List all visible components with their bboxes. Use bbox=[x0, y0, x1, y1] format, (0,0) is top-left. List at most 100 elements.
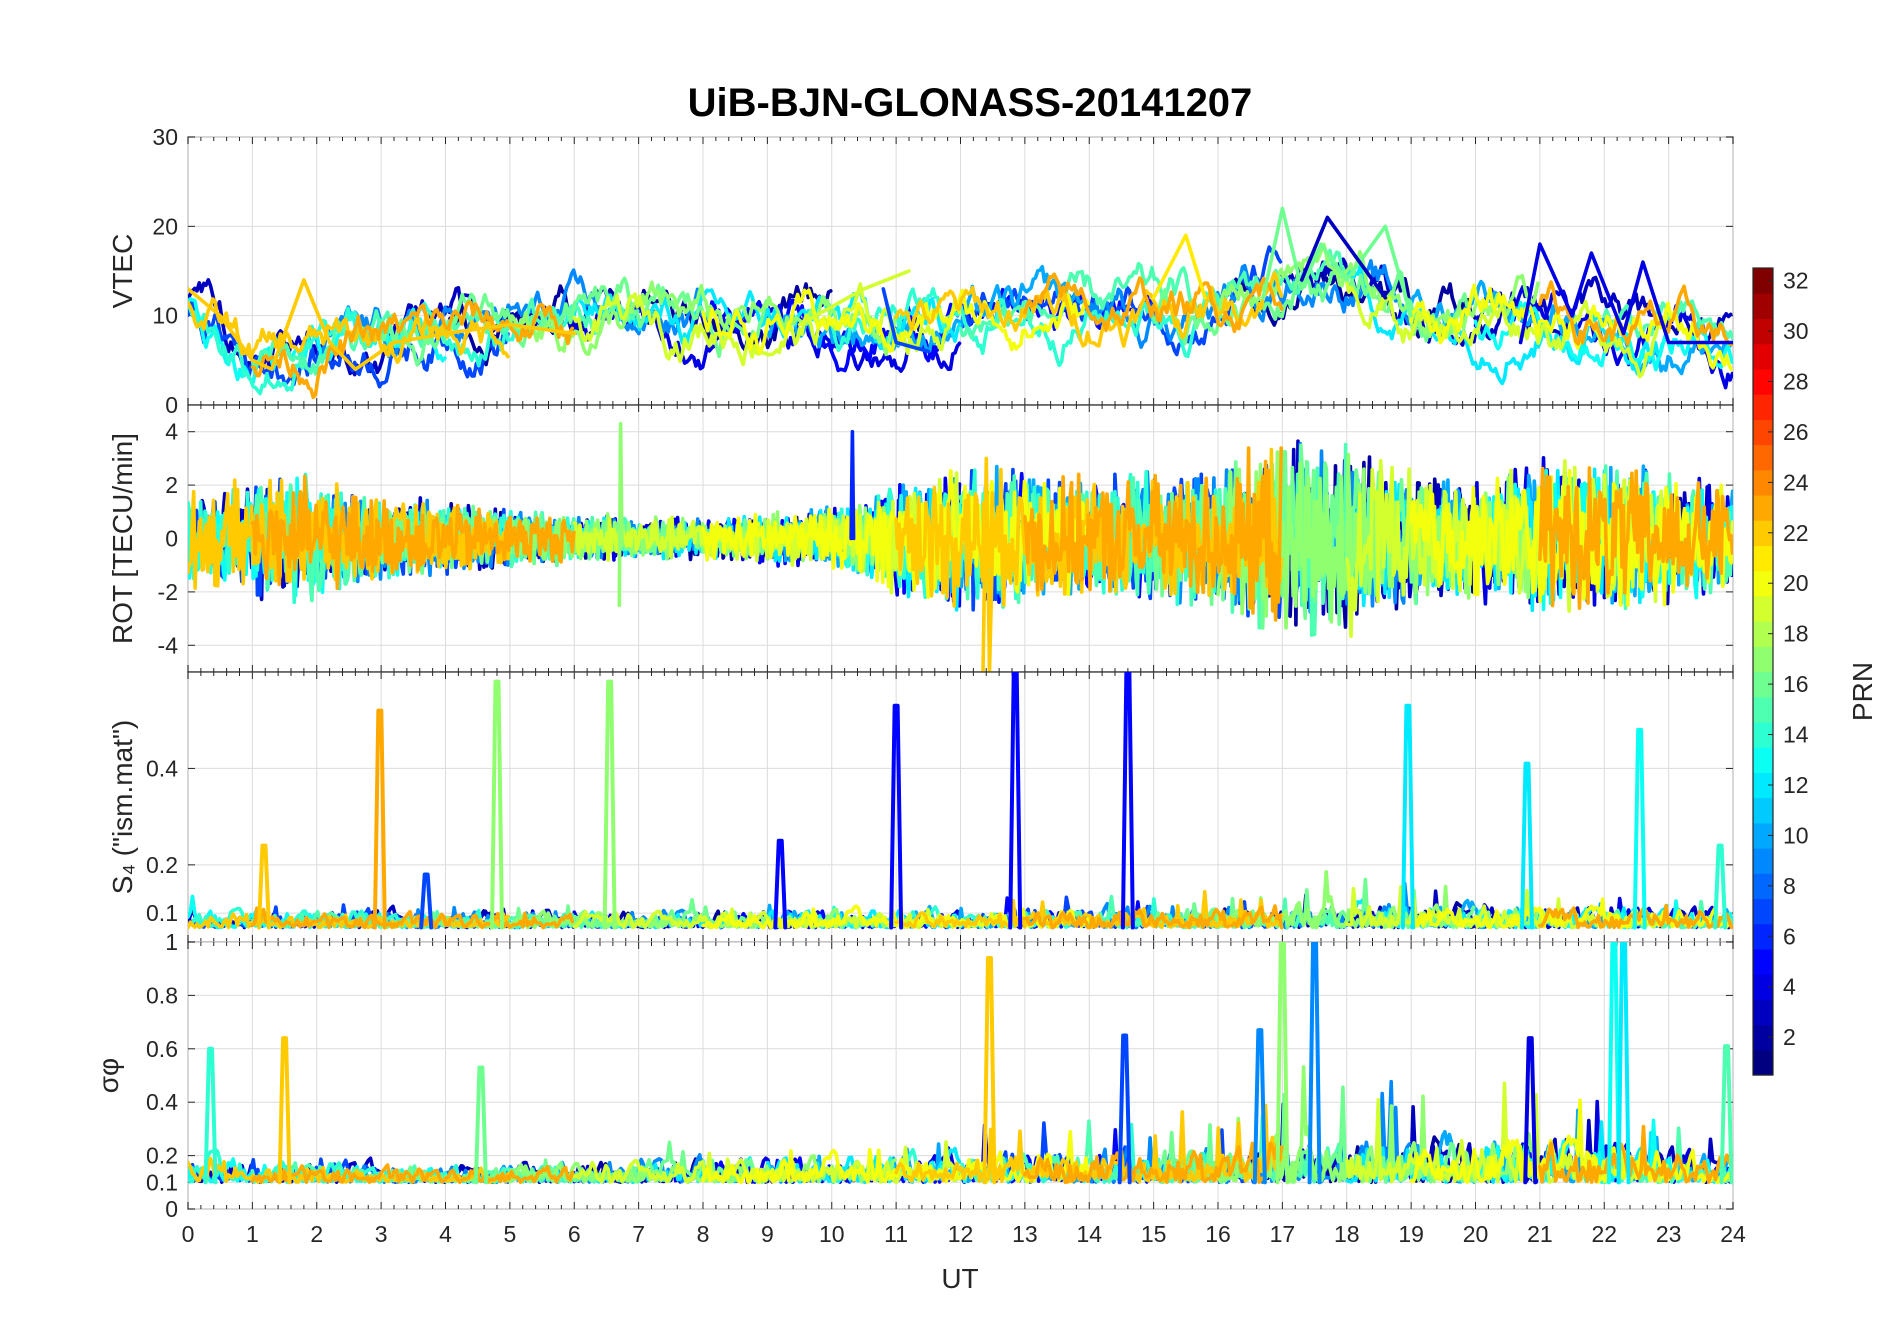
colorbar-band bbox=[1753, 999, 1773, 1026]
spike-prn-17 bbox=[490, 679, 504, 930]
colorbar-tick-label: 10 bbox=[1783, 822, 1809, 848]
series-prn-23 bbox=[1538, 1124, 1733, 1184]
xtick-label: 0 bbox=[182, 1221, 195, 1247]
colorbar-tick-label: 4 bbox=[1783, 974, 1796, 1000]
colorbar-tick-label: 30 bbox=[1783, 318, 1809, 344]
series-prn-15 bbox=[1602, 299, 1733, 341]
highlight-prn-19 bbox=[797, 269, 911, 327]
colorbar-band bbox=[1753, 1024, 1773, 1051]
xtick-label: 3 bbox=[375, 1221, 388, 1247]
spike-prn-14 bbox=[1713, 843, 1728, 930]
xtick-label: 17 bbox=[1270, 1221, 1296, 1247]
series-prn-19 bbox=[1345, 1081, 1669, 1184]
highlight-prn-21 bbox=[1151, 233, 1207, 300]
colorbar-tick-label: 24 bbox=[1783, 469, 1809, 495]
series-prn-23 bbox=[1023, 272, 1284, 334]
panel-s4-ticks bbox=[187, 672, 1734, 942]
xtick-label: 9 bbox=[761, 1221, 774, 1247]
series-prn-23 bbox=[1023, 446, 1283, 622]
colorbar-band bbox=[1753, 520, 1773, 547]
spike-prn-22 bbox=[256, 843, 271, 930]
series-prn-15 bbox=[958, 248, 1348, 340]
panel-rot-series bbox=[188, 421, 1733, 672]
panel-s4-ylabel: S₄ ("ism.mat") bbox=[107, 720, 138, 894]
xtick-label: 21 bbox=[1527, 1221, 1553, 1247]
colorbar-band bbox=[1753, 747, 1773, 773]
panel-s4-ytick-label: 0.2 bbox=[146, 852, 178, 878]
series-prn-19 bbox=[1345, 458, 1670, 639]
series-prn-20 bbox=[1409, 1098, 1733, 1185]
panel-sigma-ytick-label: 0.6 bbox=[146, 1036, 178, 1062]
spike-prn-12 bbox=[1400, 703, 1415, 930]
colorbar-band bbox=[1753, 848, 1773, 874]
xtick-label: 5 bbox=[503, 1221, 516, 1247]
colorbar-band bbox=[1753, 293, 1773, 320]
panel-rot-ytick-label: -2 bbox=[158, 579, 178, 605]
xtick-label: 18 bbox=[1334, 1221, 1360, 1247]
xtick-label: 6 bbox=[568, 1221, 581, 1247]
series-prn-23 bbox=[250, 1163, 575, 1184]
colorbar-tick-label: 22 bbox=[1783, 520, 1809, 546]
highlight-prn-16 bbox=[1261, 206, 1413, 318]
spike-prn-22 bbox=[277, 1036, 292, 1185]
colorbar-tick-label: 2 bbox=[1783, 1024, 1796, 1050]
highlight-prn-22 bbox=[981, 456, 995, 672]
series-prn-22 bbox=[894, 889, 1284, 930]
highlight-prn-4 bbox=[1518, 242, 1733, 345]
colorbar-tick-label: 18 bbox=[1783, 621, 1809, 647]
panel-rot: -4 -2 0 2 4 ROT [TECU/min] bbox=[107, 404, 1734, 673]
series-prn-23 bbox=[1538, 280, 1733, 347]
spike-prn-4 bbox=[1523, 1036, 1538, 1185]
spike-prn-7 bbox=[419, 872, 434, 930]
spike-prn-22 bbox=[982, 956, 997, 1185]
panel-s4-ytick-label: 0.4 bbox=[146, 755, 178, 781]
spike-prn-5 bbox=[889, 703, 904, 930]
colorbar-band bbox=[1753, 974, 1773, 1000]
spike-prn-17 bbox=[602, 679, 617, 930]
colorbar-band bbox=[1753, 268, 1773, 294]
panel-sigma-ytick-label: 0 bbox=[165, 1196, 178, 1222]
colorbar-band bbox=[1753, 671, 1773, 698]
colorbar-band bbox=[1753, 923, 1773, 950]
colorbar-band bbox=[1753, 873, 1773, 900]
spike-prn-23 bbox=[372, 708, 387, 930]
colorbar-band bbox=[1753, 898, 1773, 925]
colorbar-band bbox=[1753, 469, 1773, 496]
spike-prn-13 bbox=[1606, 942, 1621, 1185]
colorbar-tick-label: 14 bbox=[1783, 722, 1809, 748]
panel-vtec: 0 10 20 30 VTEC bbox=[107, 124, 1734, 418]
panel-vtec-ticks bbox=[187, 136, 1734, 406]
panel-rot-ylabel: ROT [TECU/min] bbox=[107, 433, 138, 644]
xtick-label: 8 bbox=[697, 1221, 710, 1247]
highlight-prn-7 bbox=[881, 287, 931, 354]
spike-prn-7 bbox=[1117, 1033, 1132, 1185]
series-prn-19 bbox=[572, 471, 962, 597]
x-axis-label: UT bbox=[941, 1263, 978, 1294]
xtick-label: 19 bbox=[1398, 1221, 1424, 1247]
panel-sigma-ytick-label: 0.2 bbox=[146, 1143, 178, 1169]
spike-prn-14 bbox=[203, 1046, 218, 1185]
spike-prn-5 bbox=[773, 838, 788, 930]
xtick-label: 16 bbox=[1205, 1221, 1231, 1247]
highlight-prn-6 bbox=[849, 429, 856, 541]
series-prn-23 bbox=[1023, 1141, 1284, 1184]
series-prn-23 bbox=[1538, 466, 1733, 611]
xtick-label: 4 bbox=[439, 1221, 452, 1247]
panel-vtec-ytick-label: 20 bbox=[152, 213, 178, 239]
colorbar-band bbox=[1753, 721, 1773, 748]
colorbar-band bbox=[1753, 646, 1773, 673]
spike-prn-9 bbox=[1252, 1028, 1267, 1185]
colorbar-band bbox=[1753, 948, 1773, 975]
spike-prn-17 bbox=[1275, 942, 1290, 1185]
colorbar-tick-label: 8 bbox=[1783, 873, 1796, 899]
colorbar-tick-label: 28 bbox=[1783, 368, 1809, 394]
colorbar-label: PRN bbox=[1847, 662, 1878, 721]
panel-rot-ytick-label: 2 bbox=[165, 472, 178, 498]
xtick-label: 12 bbox=[948, 1221, 974, 1247]
chart-title: UiB-BJN-GLONASS-20141207 bbox=[688, 81, 1253, 125]
colorbar-band bbox=[1753, 444, 1773, 471]
